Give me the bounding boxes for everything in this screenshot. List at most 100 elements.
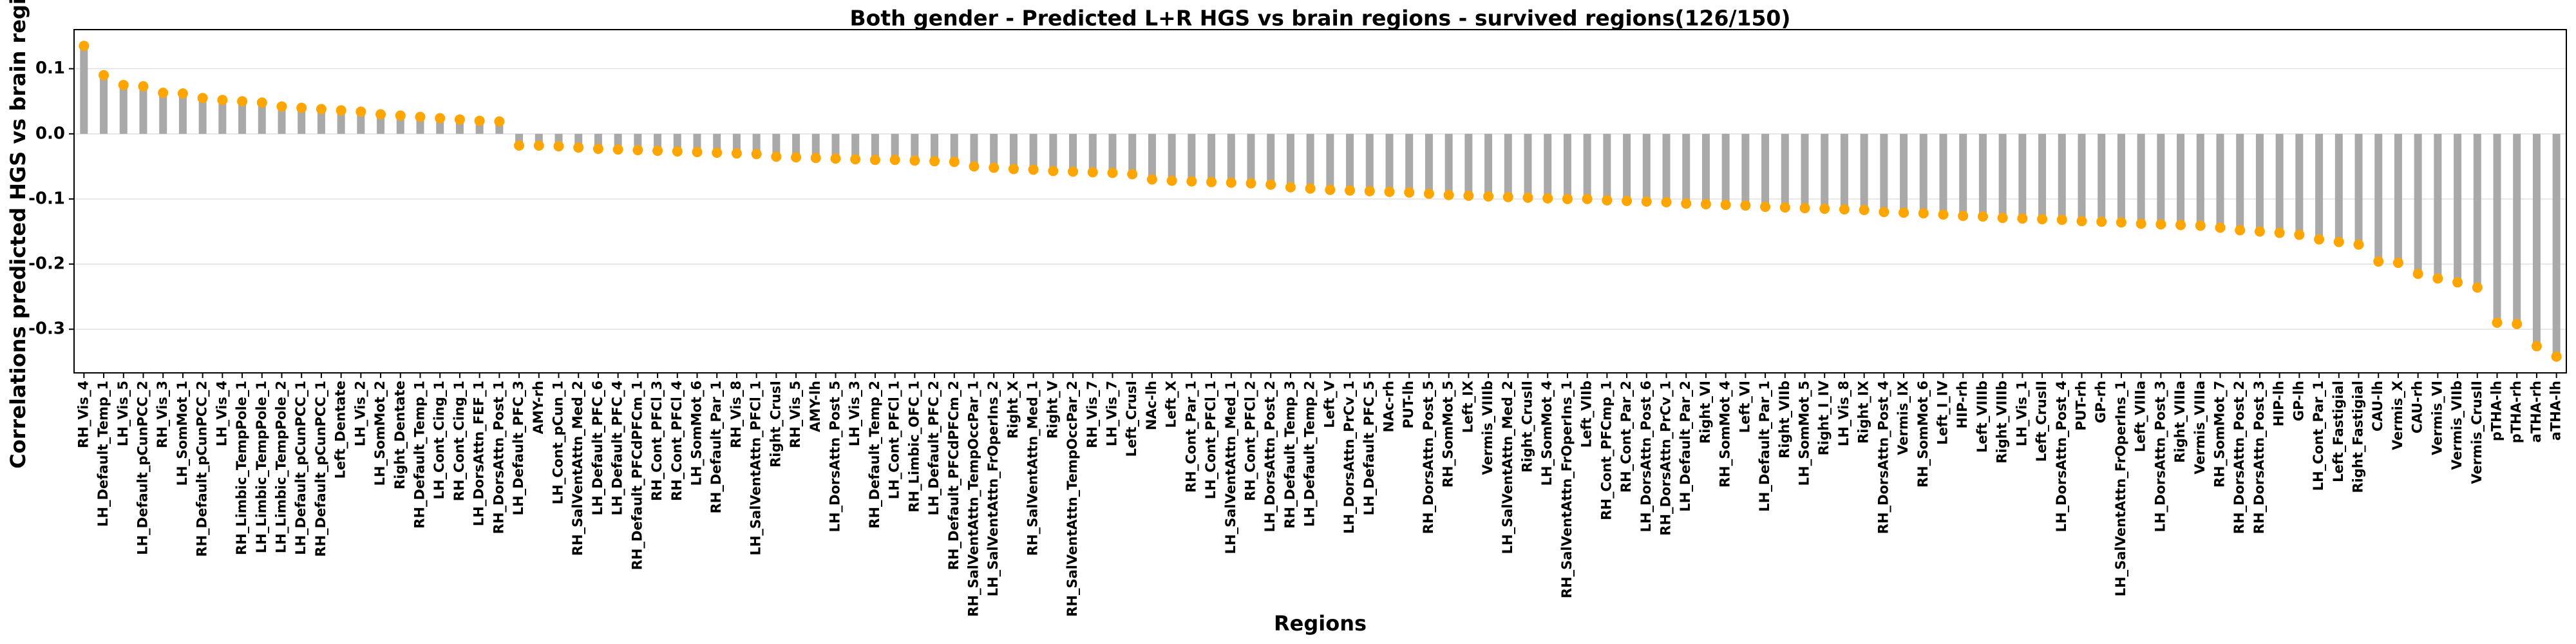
x-tick-label: RH_DorsAttn_Post_5	[1421, 381, 1436, 534]
bar	[1563, 133, 1571, 199]
bar	[911, 133, 919, 161]
dot	[217, 95, 228, 106]
dot	[1443, 189, 1454, 200]
bar	[1405, 133, 1414, 193]
bar	[1444, 133, 1453, 195]
bar	[2177, 133, 2185, 225]
dot	[316, 104, 327, 115]
x-tick-label: RH_Vis_4	[75, 381, 91, 448]
bar	[1326, 133, 1334, 190]
x-tick-label: LH_Vis_7	[1104, 381, 1120, 446]
dot	[2531, 341, 2542, 352]
dot	[1740, 200, 1751, 211]
x-tick-label: GP-lh	[2291, 381, 2306, 421]
dot	[2175, 220, 2186, 231]
dot	[1206, 176, 1217, 187]
bar	[792, 133, 800, 158]
y-tick-label: -0.1	[28, 189, 65, 208]
x-tick-label: RH_SalVentAttn_Med_1	[1025, 381, 1041, 556]
dot	[1127, 169, 1138, 180]
dot	[1186, 176, 1197, 187]
x-tick-label: Left_I_IV	[1935, 380, 1951, 444]
bar	[1642, 133, 1651, 202]
x-tick-label: Left_CrusII	[2034, 381, 2049, 462]
dot	[1661, 197, 1672, 208]
dot	[1502, 191, 1513, 202]
bar	[2454, 133, 2462, 283]
bar	[1365, 133, 1374, 191]
dot	[355, 106, 366, 117]
bar	[1801, 133, 1809, 209]
bar	[2513, 133, 2521, 325]
bar	[2394, 133, 2402, 263]
dot	[771, 151, 782, 162]
bar	[357, 111, 365, 134]
dot	[1760, 202, 1771, 213]
dot	[1899, 207, 1909, 218]
dot	[909, 155, 920, 166]
bar	[1603, 133, 1611, 200]
bar	[1959, 133, 1967, 216]
bar	[119, 84, 128, 134]
x-tick-label: pTHA-lh	[2489, 381, 2505, 441]
bar	[317, 109, 325, 134]
x-tick-label: LH_SalVentAttn_FrOperIns_1	[2113, 381, 2128, 596]
bar	[1306, 133, 1314, 189]
dot	[1028, 164, 1039, 175]
bar	[1623, 133, 1631, 201]
bar	[1484, 133, 1493, 196]
bar	[1208, 133, 1216, 182]
x-tick-label: LH_DorsAttn_PrCv_1	[1341, 381, 1357, 534]
dot	[296, 102, 307, 113]
x-tick-label: Right_V	[1045, 380, 1060, 439]
x-tick-label: RH_DorsAttn_PrCv_1	[1658, 381, 1674, 536]
dot	[850, 154, 861, 165]
dot	[731, 148, 742, 159]
x-tick-label: RH_SomMot_6	[1915, 381, 1931, 488]
x-tick-label: pTHA-rh	[2508, 381, 2524, 443]
x-tick-label: LH_Limbic_TempPole_1	[254, 381, 269, 553]
dot	[1582, 193, 1593, 204]
bar	[2216, 133, 2224, 228]
x-tick-label: LH_SalVentAttn_Med_2	[1500, 381, 1515, 554]
x-tick-label: Left_Fastigial	[2331, 381, 2346, 482]
x-tick-label: LH_DorsAttn_Post_4	[2054, 381, 2069, 532]
dot	[79, 41, 90, 52]
dot	[2432, 273, 2443, 284]
bar	[1919, 133, 1927, 214]
x-tick-label: Left_VIIb	[1579, 381, 1595, 448]
x-axis-label: Regions	[1274, 611, 1367, 636]
bar	[2414, 133, 2422, 274]
x-tick-label: Left_CrusI	[1124, 381, 1139, 457]
x-tick-label: LH_Cont_Par_1	[2311, 381, 2326, 491]
bar	[1781, 133, 1789, 208]
bar	[1168, 133, 1176, 181]
bar	[2334, 133, 2343, 242]
dot	[2412, 269, 2423, 279]
bar	[1880, 133, 1888, 213]
x-tick-label: Right_VI	[1698, 381, 1713, 444]
bar	[178, 93, 187, 134]
x-tick-label: LH_Vis_5	[115, 381, 131, 446]
dot	[1483, 191, 1494, 202]
bar	[1682, 133, 1690, 204]
x-tick-label: Vermis_VIIIa	[2192, 381, 2208, 475]
bar	[2374, 133, 2383, 262]
dot	[395, 110, 406, 121]
bar	[1860, 133, 1868, 211]
bar	[752, 133, 761, 155]
x-tick-label: RH_DorsAttn_Post_1	[491, 381, 506, 534]
x-tick-label: Vermis_VI	[2429, 381, 2445, 455]
x-tick-label: RH_Vis_3	[155, 381, 170, 448]
dot	[1839, 204, 1850, 215]
x-tick-label: RH_Cont_PFCl_2	[1243, 381, 1258, 501]
dot	[2472, 282, 2483, 293]
dot	[474, 115, 485, 126]
bar	[1998, 133, 2007, 218]
x-tick-label: Right_X	[1005, 381, 1021, 439]
x-tick-label: Left_IX	[1460, 381, 1475, 433]
dot	[1958, 211, 1969, 222]
dot	[1364, 185, 1375, 196]
dot	[2136, 218, 2146, 229]
dot	[830, 153, 841, 164]
